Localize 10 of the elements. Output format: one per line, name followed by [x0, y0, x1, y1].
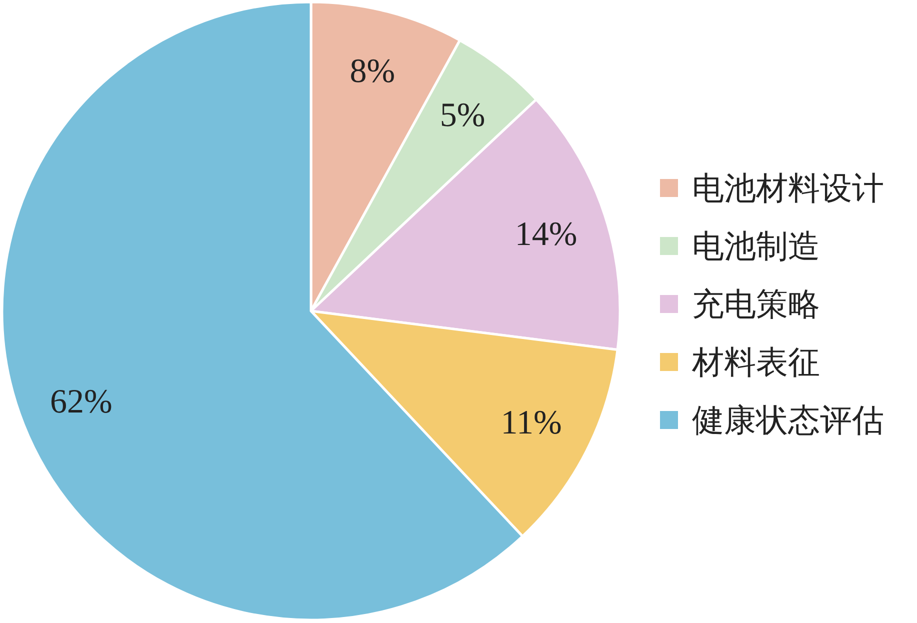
data-label: 5% [440, 97, 486, 134]
data-label: 62% [50, 384, 112, 420]
legend-label: 充电策略 [692, 285, 820, 323]
data-label: 8% [350, 53, 396, 90]
data-label: 11% [500, 404, 562, 442]
data-label: 14% [514, 216, 578, 254]
legend-label: 电池材料设计 [692, 169, 884, 207]
legend-label: 电池制造 [692, 227, 820, 265]
legend-label: 材料表征 [691, 343, 820, 381]
legend-label: 健康状态评估 [692, 401, 884, 439]
